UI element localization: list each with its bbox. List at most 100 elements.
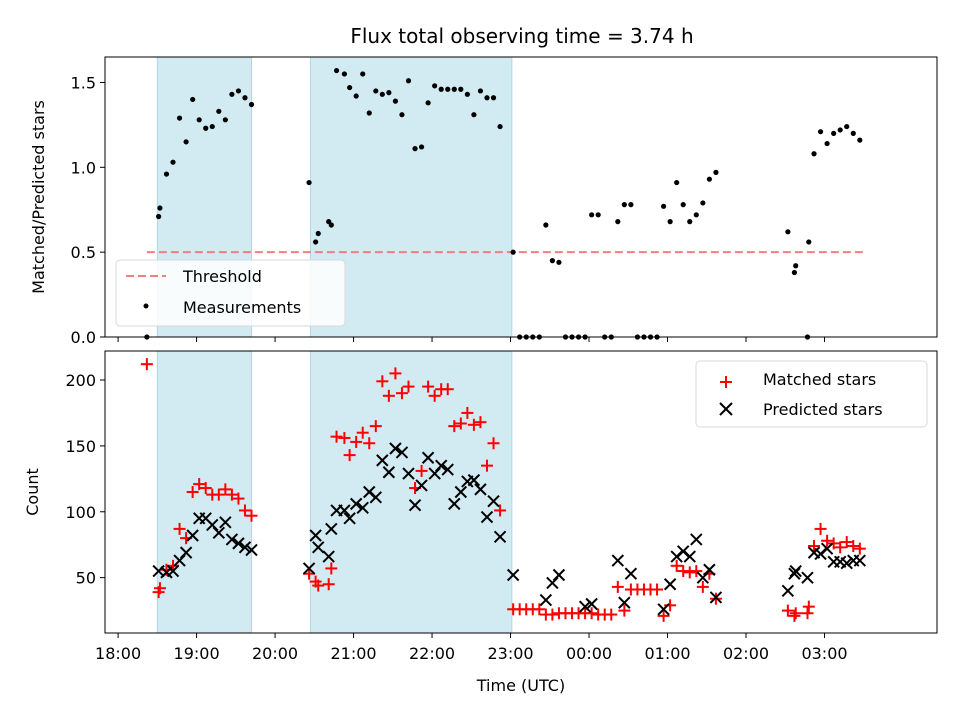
measurement-point bbox=[615, 219, 621, 225]
matched-stars-point bbox=[441, 383, 454, 396]
measurement-point bbox=[556, 259, 562, 265]
measurement-point bbox=[484, 95, 490, 101]
predicted-stars-point bbox=[415, 479, 428, 492]
predicted-stars-point bbox=[506, 568, 520, 582]
matched-stars-point bbox=[212, 488, 225, 501]
measurement-point bbox=[203, 125, 209, 131]
predicted-stars-point bbox=[690, 533, 703, 546]
x-axis-label: Time (UTC) bbox=[476, 676, 565, 695]
predicted-stars-point bbox=[245, 543, 258, 557]
measurement-point bbox=[660, 203, 667, 209]
predicted-stars-point bbox=[840, 556, 853, 570]
measurement-point bbox=[183, 139, 189, 145]
predicted-stars-point bbox=[179, 546, 193, 559]
predicted-stars-point bbox=[474, 483, 487, 496]
measurement-point bbox=[791, 269, 798, 276]
matched-legend-label: Matched stars bbox=[763, 370, 876, 389]
matched-stars-point bbox=[225, 488, 238, 501]
matched-stars-point bbox=[683, 566, 696, 579]
matched-stars-point bbox=[657, 609, 670, 622]
matched-stars-point bbox=[827, 537, 840, 550]
predicted-stars-point bbox=[238, 541, 252, 554]
y-tick-label: 1.0 bbox=[71, 158, 96, 177]
predicted-stars-point bbox=[219, 516, 232, 529]
y-tick-label: 0.5 bbox=[71, 243, 96, 262]
measurement-point bbox=[464, 91, 470, 97]
measurement-point bbox=[811, 151, 817, 157]
predicted-stars-point bbox=[309, 529, 322, 542]
predicted-stars-point bbox=[343, 512, 356, 525]
matched-stars-point bbox=[369, 420, 382, 433]
predicted-stars-point bbox=[441, 463, 454, 476]
measurement-point bbox=[163, 171, 170, 177]
predicted-stars-point bbox=[657, 603, 670, 616]
y-tick-label: 50 bbox=[76, 569, 96, 588]
measurement-point bbox=[347, 84, 353, 91]
measurement-point bbox=[170, 159, 176, 165]
measurement-point bbox=[458, 86, 464, 92]
matched-stars-point bbox=[533, 603, 546, 616]
matched-stars-point bbox=[219, 483, 232, 496]
matched-stars-point bbox=[546, 608, 559, 621]
measurement-point bbox=[196, 117, 202, 123]
ratio-panel: 0.0 0.5 1.0 1.5 Matched/Predicted stars Thr… bbox=[29, 56, 938, 347]
measurement-point bbox=[595, 212, 601, 218]
predicted-stars-point bbox=[683, 550, 696, 563]
matched-stars-point bbox=[834, 541, 847, 554]
predicted-stars-point bbox=[338, 504, 351, 517]
measurement-point bbox=[497, 123, 503, 130]
measurement-point bbox=[451, 86, 457, 92]
predicted-stars-point bbox=[789, 564, 802, 578]
measurement-point bbox=[831, 130, 837, 136]
x-tick-label: 20:00 bbox=[252, 644, 298, 663]
matched-stars-point bbox=[696, 580, 709, 593]
measurement-point bbox=[445, 86, 451, 92]
measurement-point bbox=[693, 212, 699, 218]
y-tick-label: 200 bbox=[65, 371, 96, 390]
predicted-stars-point bbox=[325, 522, 338, 536]
measurements-legend-marker bbox=[143, 303, 149, 309]
threshold-legend-label: Threshold bbox=[182, 267, 262, 286]
measurement-point bbox=[785, 229, 791, 235]
y-tick-label: 0.0 bbox=[71, 328, 96, 347]
matched-stars-point bbox=[428, 389, 441, 402]
matched-stars-point bbox=[781, 604, 794, 617]
matched-stars-point bbox=[395, 387, 408, 400]
count-legend: Matched stars Predicted stars bbox=[695, 360, 928, 428]
predicted-stars-point bbox=[578, 600, 592, 613]
measurement-point bbox=[242, 95, 248, 101]
count-panel-frame bbox=[104, 350, 938, 634]
measurement-point bbox=[850, 130, 856, 136]
matched-stars-point bbox=[585, 607, 598, 620]
predicted-stars-point bbox=[539, 593, 553, 607]
measurement-point bbox=[432, 83, 438, 89]
measurement-point bbox=[157, 205, 163, 211]
measurement-point bbox=[817, 129, 824, 135]
predicted-stars-point bbox=[186, 529, 199, 542]
measurement-point bbox=[490, 95, 497, 101]
predicted-stars-point bbox=[487, 495, 500, 508]
measurement-point bbox=[700, 200, 706, 206]
measurement-point bbox=[229, 91, 235, 97]
measurement-point bbox=[235, 88, 242, 94]
predicted-stars-point bbox=[421, 451, 435, 464]
matched-stars-point bbox=[199, 482, 212, 495]
matched-stars-point bbox=[140, 358, 153, 371]
predicted-stars-point bbox=[434, 459, 448, 472]
measurement-point bbox=[333, 67, 340, 74]
measurement-point bbox=[405, 78, 412, 84]
measurement-point bbox=[418, 144, 425, 150]
matched-stars-point bbox=[389, 367, 402, 380]
predicted-stars-point bbox=[467, 473, 481, 487]
matched-stars-point bbox=[474, 416, 487, 429]
matched-stars-point bbox=[808, 540, 821, 553]
matched-stars-point bbox=[651, 583, 664, 596]
x-tick-label: 00:00 bbox=[566, 644, 612, 663]
measurement-point bbox=[399, 112, 405, 118]
shaded-interval bbox=[156, 350, 253, 634]
measurement-point bbox=[412, 146, 418, 152]
measurement-point bbox=[477, 88, 484, 94]
measurement-point bbox=[824, 140, 830, 147]
measurement-point bbox=[315, 230, 321, 237]
